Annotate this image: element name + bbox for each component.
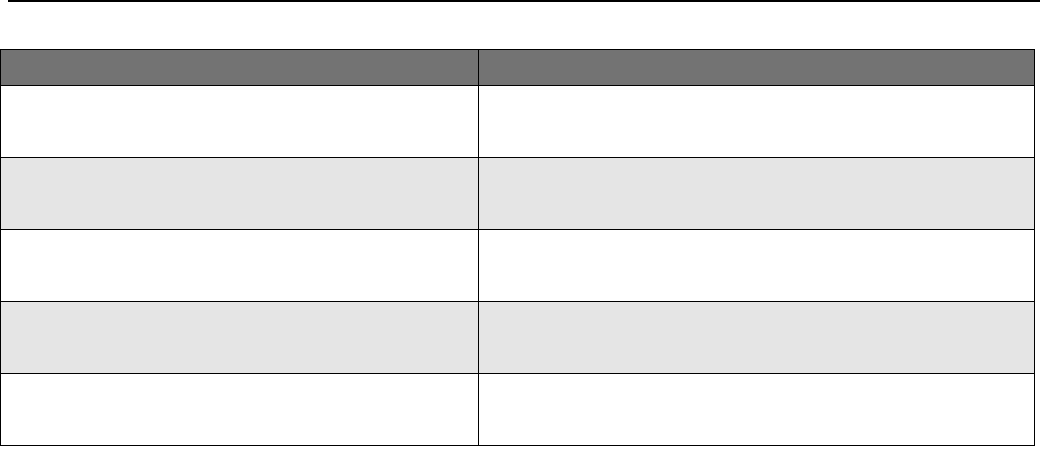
header-cell-2 [478, 49, 1035, 86]
table-cell [478, 301, 1035, 374]
table-cell [478, 229, 1035, 302]
table-row [0, 157, 1035, 230]
table-header-row [0, 49, 1035, 86]
table-cell [0, 373, 479, 446]
top-horizontal-rule [8, 0, 1040, 2]
table-cell [478, 85, 1035, 158]
table-cell [0, 85, 479, 158]
table-cell [0, 229, 479, 302]
table-row [0, 85, 1035, 158]
table-cell [478, 157, 1035, 230]
table-cell [0, 301, 479, 374]
table-cell [478, 373, 1035, 446]
table-row [0, 301, 1035, 374]
table-cell [0, 157, 479, 230]
table-row [0, 373, 1035, 446]
header-cell-1 [0, 49, 479, 86]
empty-table [0, 49, 1035, 446]
table-row [0, 229, 1035, 302]
